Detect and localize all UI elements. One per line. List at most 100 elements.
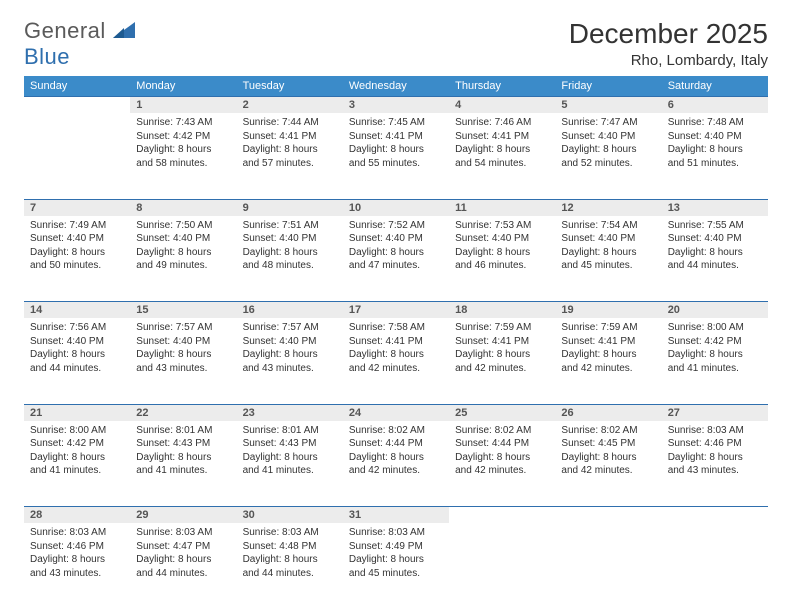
- daylight-text: Daylight: 8 hours and 47 minutes.: [349, 246, 443, 273]
- sunrise-text: Sunrise: 7:45 AM: [349, 116, 443, 130]
- sunset-text: Sunset: 4:40 PM: [668, 232, 762, 246]
- sunset-text: Sunset: 4:41 PM: [243, 130, 337, 144]
- calendar-table: SundayMondayTuesdayWednesdayThursdayFrid…: [24, 76, 768, 609]
- day-number-cell: [449, 507, 555, 524]
- day-number-cell: [555, 507, 661, 524]
- day-number-cell: 15: [130, 302, 236, 319]
- day-content-cell: Sunrise: 7:43 AMSunset: 4:42 PMDaylight:…: [130, 113, 236, 199]
- daylight-text: Daylight: 8 hours and 43 minutes.: [30, 553, 124, 580]
- weekday-header: Friday: [555, 76, 661, 97]
- sunset-text: Sunset: 4:40 PM: [136, 232, 230, 246]
- sunset-text: Sunset: 4:40 PM: [30, 335, 124, 349]
- day-number-cell: 29: [130, 507, 236, 524]
- daylight-text: Daylight: 8 hours and 52 minutes.: [561, 143, 655, 170]
- sunrise-text: Sunrise: 7:58 AM: [349, 321, 443, 335]
- day-number-row: 14151617181920: [24, 302, 768, 319]
- day-content-cell: Sunrise: 7:55 AMSunset: 4:40 PMDaylight:…: [662, 216, 768, 302]
- day-content-cell: Sunrise: 7:53 AMSunset: 4:40 PMDaylight:…: [449, 216, 555, 302]
- day-content-row: Sunrise: 7:49 AMSunset: 4:40 PMDaylight:…: [24, 216, 768, 302]
- brand-logo: General Blue: [24, 18, 135, 70]
- sunrise-text: Sunrise: 8:01 AM: [136, 424, 230, 438]
- daylight-text: Daylight: 8 hours and 54 minutes.: [455, 143, 549, 170]
- sunrise-text: Sunrise: 7:51 AM: [243, 219, 337, 233]
- sunset-text: Sunset: 4:40 PM: [455, 232, 549, 246]
- sunrise-text: Sunrise: 8:00 AM: [30, 424, 124, 438]
- day-content-cell: Sunrise: 8:03 AMSunset: 4:46 PMDaylight:…: [24, 523, 130, 609]
- daylight-text: Daylight: 8 hours and 50 minutes.: [30, 246, 124, 273]
- day-content-cell: Sunrise: 8:00 AMSunset: 4:42 PMDaylight:…: [662, 318, 768, 404]
- daylight-text: Daylight: 8 hours and 46 minutes.: [455, 246, 549, 273]
- header: General Blue December 2025 Rho, Lombardy…: [24, 18, 768, 70]
- sunrise-text: Sunrise: 7:50 AM: [136, 219, 230, 233]
- day-number-cell: 2: [237, 97, 343, 114]
- day-content-cell: Sunrise: 7:49 AMSunset: 4:40 PMDaylight:…: [24, 216, 130, 302]
- day-content-cell: Sunrise: 8:01 AMSunset: 4:43 PMDaylight:…: [130, 421, 236, 507]
- day-number-cell: 26: [555, 404, 661, 421]
- sunset-text: Sunset: 4:43 PM: [136, 437, 230, 451]
- sunrise-text: Sunrise: 7:55 AM: [668, 219, 762, 233]
- day-content-cell: Sunrise: 7:59 AMSunset: 4:41 PMDaylight:…: [449, 318, 555, 404]
- daylight-text: Daylight: 8 hours and 43 minutes.: [668, 451, 762, 478]
- day-content-cell: Sunrise: 7:46 AMSunset: 4:41 PMDaylight:…: [449, 113, 555, 199]
- daylight-text: Daylight: 8 hours and 57 minutes.: [243, 143, 337, 170]
- day-content-row: Sunrise: 8:00 AMSunset: 4:42 PM Daylight:…: [24, 421, 768, 507]
- sunrise-text: Sunrise: 7:49 AM: [30, 219, 124, 233]
- sunset-text: Sunset: 4:48 PM: [243, 540, 337, 554]
- month-title: December 2025: [569, 18, 768, 50]
- daylight-text: Daylight: 8 hours and 41 minutes.: [136, 451, 230, 478]
- sunset-text: Sunset: 4:41 PM: [455, 335, 549, 349]
- day-content-cell: Sunrise: 8:03 AMSunset: 4:47 PMDaylight:…: [130, 523, 236, 609]
- daylight-text: Daylight: 8 hours and 44 minutes.: [243, 553, 337, 580]
- sunset-text: Sunset: 4:40 PM: [30, 232, 124, 246]
- day-content-cell: Sunrise: 7:54 AMSunset: 4:40 PMDaylight:…: [555, 216, 661, 302]
- sunset-text: Sunset: 4:41 PM: [349, 130, 443, 144]
- day-content-cell: [24, 113, 130, 199]
- sunset-text: Sunset: 4:40 PM: [561, 130, 655, 144]
- daylight-text: Daylight: 8 hours and 42 minutes.: [561, 348, 655, 375]
- day-number-cell: 16: [237, 302, 343, 319]
- sunset-text: Sunset: 4:47 PM: [136, 540, 230, 554]
- day-content-cell: Sunrise: 8:02 AMSunset: 4:44 PMDaylight:…: [449, 421, 555, 507]
- sunrise-text: Sunrise: 7:54 AM: [561, 219, 655, 233]
- weekday-header-row: SundayMondayTuesdayWednesdayThursdayFrid…: [24, 76, 768, 97]
- sunset-text: Sunset: 4:41 PM: [455, 130, 549, 144]
- day-content-cell: Sunrise: 8:02 AMSunset: 4:45 PMDaylight:…: [555, 421, 661, 507]
- day-content-cell: Sunrise: 8:01 AMSunset: 4:43 PMDaylight:…: [237, 421, 343, 507]
- day-number-cell: 18: [449, 302, 555, 319]
- sunset-text: Sunset: 4:42 PM: [136, 130, 230, 144]
- sunrise-text: Sunrise: 7:52 AM: [349, 219, 443, 233]
- day-number-row: 123456: [24, 97, 768, 114]
- sunset-text: Sunset: 4:43 PM: [243, 437, 337, 451]
- sunrise-text: Sunrise: 7:48 AM: [668, 116, 762, 130]
- daylight-text: Daylight: 8 hours and 42 minutes.: [349, 348, 443, 375]
- daylight-text: Daylight: 8 hours and 42 minutes.: [349, 451, 443, 478]
- day-number-cell: 6: [662, 97, 768, 114]
- day-number-cell: 22: [130, 404, 236, 421]
- sunrise-text: Sunrise: 7:57 AM: [136, 321, 230, 335]
- sunrise-text: Sunrise: 8:03 AM: [349, 526, 443, 540]
- day-number-cell: 20: [662, 302, 768, 319]
- sunrise-text: Sunrise: 8:02 AM: [349, 424, 443, 438]
- weekday-header: Sunday: [24, 76, 130, 97]
- day-content-cell: Sunrise: 8:03 AMSunset: 4:46 PMDaylight:…: [662, 421, 768, 507]
- daylight-text: Daylight: 8 hours and 44 minutes.: [136, 553, 230, 580]
- sunset-text: Sunset: 4:41 PM: [349, 335, 443, 349]
- weekday-header: Monday: [130, 76, 236, 97]
- sunset-text: Sunset: 4:42 PM: [30, 437, 124, 451]
- day-number-cell: 23: [237, 404, 343, 421]
- sunset-text: Sunset: 4:45 PM: [561, 437, 655, 451]
- day-number-cell: [24, 97, 130, 114]
- sunrise-text: Sunrise: 7:53 AM: [455, 219, 549, 233]
- sunset-text: Sunset: 4:41 PM: [561, 335, 655, 349]
- sunset-text: Sunset: 4:44 PM: [349, 437, 443, 451]
- day-number-cell: 13: [662, 199, 768, 216]
- day-content-cell: Sunrise: 8:03 AMSunset: 4:48 PMDaylight:…: [237, 523, 343, 609]
- daylight-text: Daylight: 8 hours and 49 minutes.: [136, 246, 230, 273]
- sunrise-text: Sunrise: 8:01 AM: [243, 424, 337, 438]
- daylight-text: Daylight: 8 hours and 41 minutes.: [668, 348, 762, 375]
- weekday-header: Tuesday: [237, 76, 343, 97]
- sunrise-text: Sunrise: 7:57 AM: [243, 321, 337, 335]
- day-content-row: Sunrise: 7:43 AMSunset: 4:42 PMDaylight:…: [24, 113, 768, 199]
- sunrise-text: Sunrise: 8:02 AM: [561, 424, 655, 438]
- sunset-text: Sunset: 4:40 PM: [668, 130, 762, 144]
